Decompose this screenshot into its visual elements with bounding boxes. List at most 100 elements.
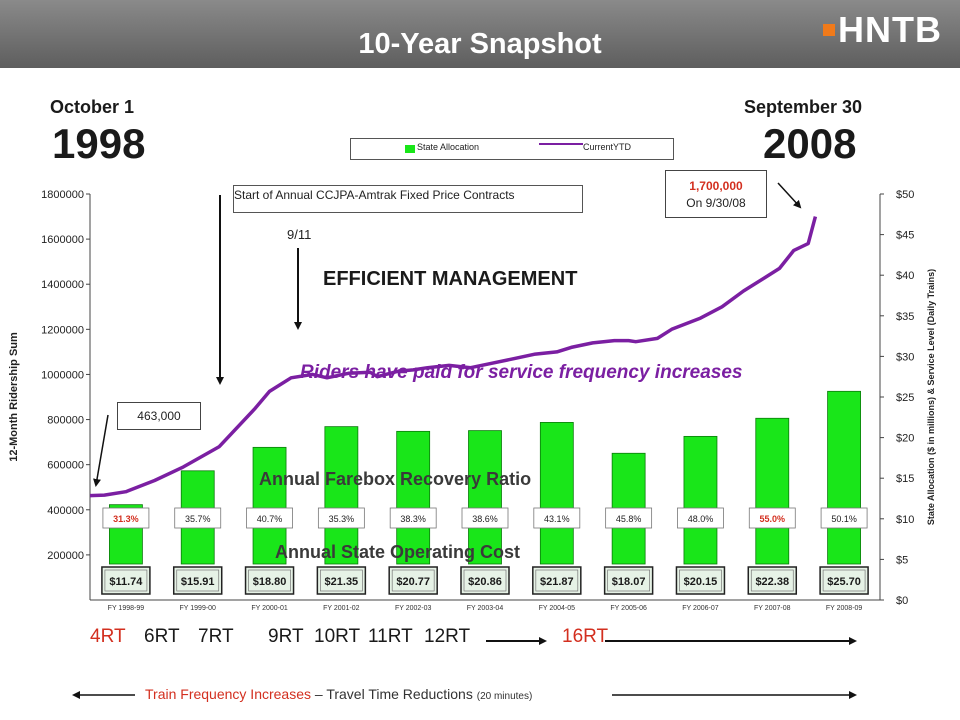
state-allocation-bar	[396, 430, 431, 565]
start-riders-arrow	[93, 414, 109, 487]
farebox-label: 38.3%	[400, 514, 426, 524]
farebox-box	[748, 507, 796, 529]
chart-legend: State Allocation CurrentYTD	[350, 138, 674, 160]
state-cost-inner	[391, 569, 435, 592]
farebox-title: Annual Farebox Recovery Ratio	[259, 469, 532, 489]
state-allocation-bar	[755, 417, 790, 565]
state-cost-label: $21.87	[540, 576, 574, 588]
state-allocation-bar	[252, 446, 287, 565]
service-level-label: 12RT	[424, 626, 471, 647]
left-tick-label: 1200000	[41, 324, 84, 336]
state-allocation-bar	[468, 430, 502, 565]
page-title: 10-Year Snapshot	[358, 28, 602, 60]
state-cost-inner	[104, 569, 148, 592]
service-level-label: 7RT	[198, 626, 234, 647]
state-allocation-bar	[827, 390, 861, 565]
footer-part1: Train Frequency Increases	[145, 686, 311, 702]
right-tick-label: $5	[896, 554, 908, 566]
end-year: 2008	[763, 120, 857, 167]
legend-line-label: CurrentYTD	[583, 142, 632, 152]
right-tick-label: $40	[896, 270, 914, 282]
farebox-label: 40.7%	[257, 514, 283, 524]
state-cost-inner	[607, 569, 650, 592]
right-tick-label: $25	[896, 392, 914, 404]
state-cost-box	[675, 566, 726, 595]
efficient-management-label: EFFICIENT MANAGEMENT	[323, 268, 578, 290]
hntb-logo: HNTB	[823, 12, 942, 48]
state-cost-box	[460, 566, 510, 595]
start-riders-value: 463,000	[137, 409, 181, 423]
service-level-label: 9RT	[268, 626, 304, 647]
legend-line-swatch	[539, 143, 583, 145]
state-cost-box	[172, 566, 223, 595]
logo-mark-icon	[823, 24, 835, 36]
state-cost-inner	[535, 569, 579, 592]
contracts-note: Start of Annual CCJPA-Amtrak Fixed Price…	[233, 185, 583, 213]
footer-part3: (20 minutes)	[476, 691, 533, 702]
state-cost-inner	[248, 569, 291, 592]
right-tick-label: $20	[896, 433, 914, 445]
right-tick-label: $0	[896, 595, 908, 607]
state-cost-box	[101, 566, 151, 595]
x-tick-label: FY 2004-05	[539, 605, 576, 612]
service-level-label: 11RT	[368, 626, 413, 647]
riders-note: Riders have paid for service frequency i…	[300, 362, 743, 383]
state-cost-inner	[822, 569, 866, 592]
state-cost-box	[316, 566, 367, 595]
farebox-box	[461, 507, 509, 529]
state-cost-inner	[176, 569, 220, 592]
farebox-box	[246, 507, 293, 529]
legend-bar-swatch	[405, 145, 415, 153]
x-tick-label: FY 2008-09	[826, 605, 863, 612]
state-allocation-bar	[539, 422, 574, 565]
state-cost-box	[244, 566, 295, 595]
service-level-label: 10RT	[314, 626, 361, 647]
state-cost-title: Annual State Operating Cost	[275, 542, 521, 562]
left-axis-title: 12-Month Ridership Sum	[8, 332, 20, 462]
left-tick-label: 1600000	[41, 234, 84, 246]
end-riders-callout: 1,700,000 On 9/30/08	[665, 170, 767, 218]
state-cost-label: $15.91	[181, 576, 215, 588]
farebox-box	[174, 507, 222, 529]
farebox-label: 43.1%	[544, 514, 570, 524]
left-tick-label: 800000	[47, 415, 84, 427]
x-tick-label: FY 1998-99	[108, 605, 145, 612]
farebox-label: 45.8%	[616, 514, 642, 524]
farebox-box	[820, 507, 868, 529]
farebox-label: 35.3%	[329, 514, 355, 524]
farebox-box	[533, 507, 581, 529]
nine-eleven-label: 9/11	[287, 227, 312, 242]
x-tick-label: FY 2001-02	[323, 605, 360, 612]
state-cost-label: $20.86	[468, 576, 502, 588]
farebox-label: 50.1%	[831, 514, 857, 524]
state-cost-inner	[679, 569, 722, 592]
farebox-box	[605, 507, 653, 529]
ridership-line	[89, 216, 818, 498]
farebox-label: 55.0%	[760, 514, 786, 524]
state-cost-inner	[320, 569, 363, 592]
x-tick-label: FY 2002-03	[395, 605, 432, 612]
x-tick-label: FY 2007-08	[754, 605, 791, 612]
state-cost-label: $18.07	[612, 576, 646, 588]
start-riders-callout: 463,000	[117, 402, 201, 430]
state-allocation-bar	[324, 426, 359, 565]
farebox-box	[317, 507, 365, 529]
right-tick-label: $30	[896, 351, 914, 363]
state-cost-box	[532, 566, 582, 595]
right-axis-title: State Allocation ($ in millions) & Servi…	[926, 269, 936, 525]
x-tick-label: FY 2005-06	[610, 605, 647, 612]
left-tick-label: 1800000	[41, 189, 84, 201]
state-cost-label: $20.77	[396, 576, 430, 588]
state-cost-box	[747, 566, 798, 595]
legend-bar-label: State Allocation	[417, 142, 480, 152]
farebox-box	[389, 507, 437, 529]
state-cost-label: $21.35	[325, 576, 359, 588]
farebox-box	[102, 507, 150, 529]
end-riders-value: 1,700,000	[689, 179, 743, 193]
state-cost-box	[388, 566, 438, 595]
state-cost-label: $11.74	[109, 576, 143, 588]
footer-note: Train Frequency Increases – Travel Time …	[145, 686, 532, 702]
x-tick-label: FY 2000-01	[251, 605, 288, 612]
state-allocation-bar	[683, 435, 718, 565]
